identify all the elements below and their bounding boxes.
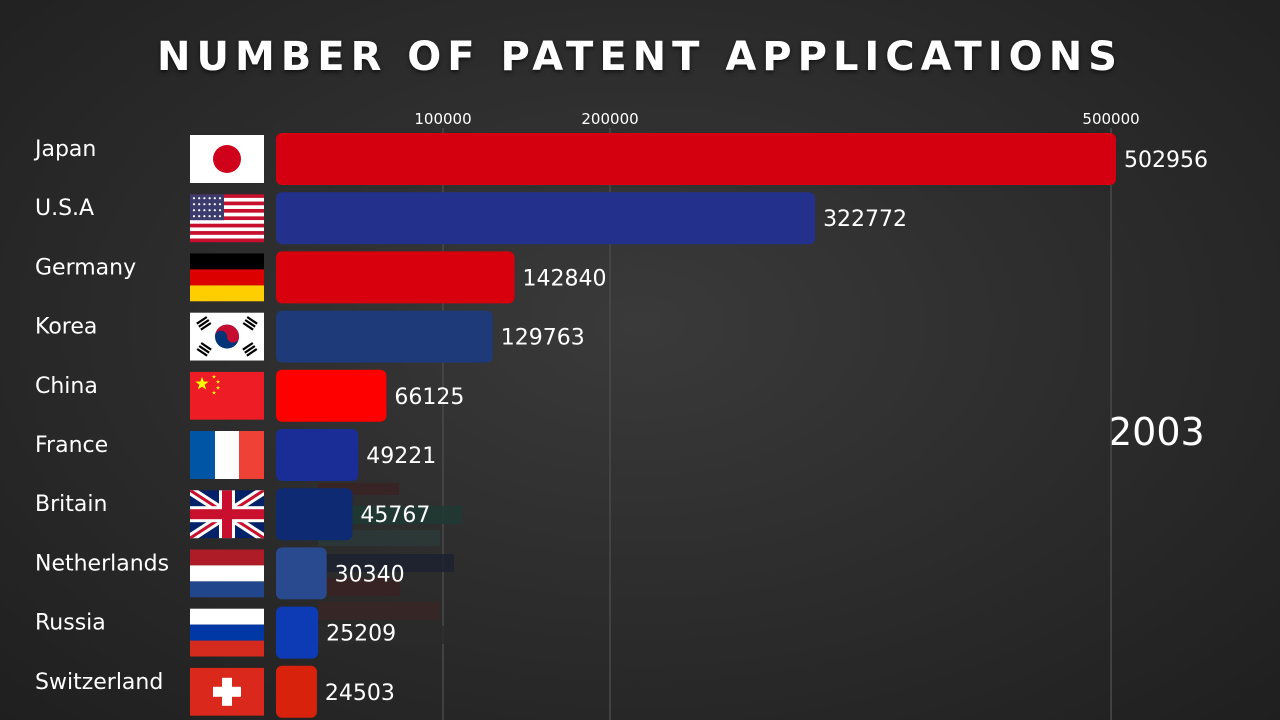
country-label: Britain	[35, 492, 107, 517]
value-label: 66125	[394, 385, 464, 410]
value-label: 502956	[1124, 148, 1208, 173]
x-tick-label: 500000	[1082, 110, 1139, 128]
ghost-bar	[318, 506, 462, 524]
china-flag-icon	[190, 371, 264, 420]
bar	[276, 606, 319, 659]
value-label: 45767	[360, 503, 430, 528]
country-label: Switzerland	[35, 670, 163, 695]
bar-rows: Japan 502956 U.S.A 322772 Germany 142840 Korea…	[33, 133, 1208, 718]
ghost-bar	[318, 626, 482, 644]
bar	[276, 488, 353, 541]
bar	[276, 369, 387, 422]
value-label: 24503	[325, 681, 395, 706]
ghost-bar	[318, 602, 440, 620]
country-label: Japan	[33, 137, 96, 162]
bar	[276, 310, 493, 363]
value-label: 25209	[326, 622, 396, 647]
bar	[276, 665, 317, 718]
bar	[276, 133, 1116, 185]
bar-row-4: China 66125	[35, 369, 464, 422]
country-label: China	[35, 374, 98, 399]
bar-row-0: Japan 502956	[33, 133, 1208, 185]
bar	[276, 251, 515, 304]
x-tick-label: 100000	[414, 110, 471, 128]
korea-flag-icon	[190, 312, 264, 361]
bar	[276, 547, 327, 600]
britain-flag-icon	[190, 490, 264, 539]
country-label: Russia	[35, 611, 106, 636]
chart-title: NUMBER OF PATENT APPLICATIONS	[157, 34, 1123, 80]
russia-flag-icon	[190, 608, 264, 657]
year-label: 2003	[1108, 410, 1205, 454]
x-tick-label: 200000	[581, 110, 638, 128]
bar-row-5: France 49221	[35, 429, 436, 481]
country-label: Netherlands	[35, 551, 169, 576]
country-label: Germany	[35, 255, 136, 280]
bar	[276, 192, 816, 245]
bar-row-2: Germany 142840	[35, 251, 607, 304]
bar-row-7: Netherlands 30340	[35, 547, 405, 600]
value-label: 142840	[523, 266, 607, 291]
japan-flag-icon	[190, 135, 264, 183]
country-label: France	[35, 433, 108, 458]
country-label: U.S.A	[35, 196, 94, 221]
bar-row-1: U.S.A 322772	[35, 192, 907, 245]
bar-row-9: Switzerland 24503	[35, 665, 395, 718]
value-label: 129763	[501, 326, 585, 351]
value-label: 49221	[366, 444, 436, 469]
switzerland-flag-icon	[190, 667, 264, 716]
bar-row-8: Russia 25209	[35, 606, 396, 659]
france-flag-icon	[190, 431, 264, 479]
netherlands-flag-icon	[190, 549, 264, 598]
value-label: 30340	[335, 562, 405, 587]
bar-row-3: Korea 129763	[35, 310, 585, 363]
bar	[276, 429, 359, 481]
ghost-bar	[318, 554, 454, 572]
ghost-bar	[318, 578, 400, 596]
x-axis-ticks: 100000 200000 500000	[414, 110, 1139, 128]
usa-flag-icon	[190, 194, 264, 243]
value-label: 322772	[823, 207, 907, 232]
country-label: Korea	[35, 315, 97, 340]
bar-row-6: Britain 45767	[35, 488, 430, 541]
germany-flag-icon	[190, 253, 264, 302]
